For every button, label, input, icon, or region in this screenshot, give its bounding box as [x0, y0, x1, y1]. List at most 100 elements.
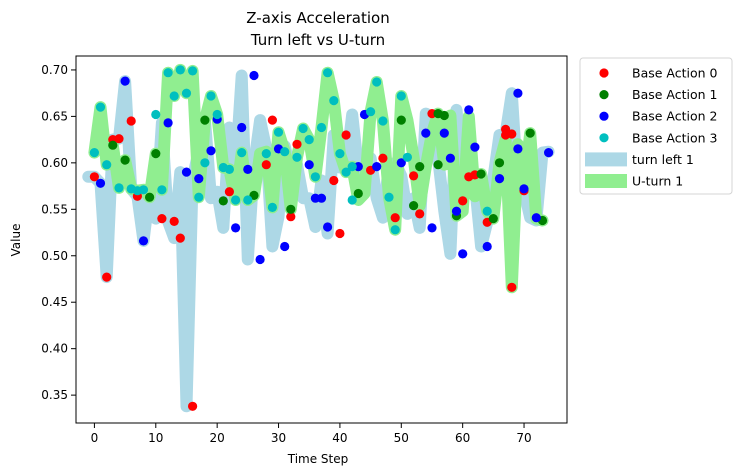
legend-marker-3 — [599, 133, 609, 143]
point-action0-20 — [390, 213, 400, 223]
point-action0-9 — [188, 401, 198, 411]
point-action1-10 — [409, 201, 419, 211]
point-action3-37 — [347, 195, 357, 205]
point-action2-35 — [519, 184, 529, 194]
x-tick-label-0: 0 — [91, 431, 99, 445]
legend-label-1: Base Action 1 — [632, 87, 718, 102]
x-tick-label-60: 60 — [455, 431, 470, 445]
point-action2-31 — [482, 241, 492, 252]
point-action1-8 — [353, 188, 363, 199]
point-action1-9 — [396, 115, 406, 125]
point-action3-6 — [138, 185, 149, 195]
point-action2-28 — [458, 249, 468, 259]
point-action2-23 — [421, 128, 431, 138]
legend: Base Action 0 Base Action 1 Base Action 2 B… — [579, 57, 733, 195]
legend-marker-0 — [599, 68, 609, 78]
legend-swatch-4 — [585, 152, 627, 167]
point-action3-42 — [390, 225, 400, 235]
point-action2-5 — [194, 174, 204, 184]
point-action3-11 — [175, 65, 185, 75]
point-action3-36 — [347, 162, 357, 172]
point-action2-17 — [316, 193, 327, 203]
y-tick-label-0: 0.35 — [41, 388, 68, 402]
legend-swatch-5 — [585, 174, 627, 188]
point-action3-26 — [280, 147, 290, 157]
point-action3-34 — [335, 149, 345, 159]
point-action1-19 — [525, 128, 535, 138]
point-action3-8 — [157, 185, 167, 195]
point-action0-0 — [89, 172, 99, 182]
point-action0-13 — [286, 212, 296, 222]
point-action2-4 — [181, 167, 192, 177]
point-action3-39 — [372, 77, 382, 87]
point-action1-0 — [108, 140, 118, 150]
legend-label-3: Base Action 3 — [632, 130, 718, 145]
y-axis: 0.35 0.40 0.45 0.50 0.55 0.60 0.65 0.70 — [41, 63, 76, 402]
point-action3-12 — [181, 88, 192, 98]
point-action0-7 — [169, 216, 179, 226]
point-action2-22 — [396, 158, 406, 168]
y-tick-label-4: 0.55 — [41, 202, 68, 216]
point-action3-41 — [384, 192, 394, 202]
x-axis: 0 10 20 30 40 50 60 70 — [91, 423, 532, 445]
point-action0-8 — [175, 233, 185, 243]
point-action0-3 — [114, 134, 124, 144]
point-action3-0 — [89, 148, 99, 158]
point-action2-36 — [531, 213, 541, 223]
point-action1-1 — [120, 155, 130, 165]
y-tick-label-5: 0.60 — [41, 156, 68, 170]
point-action3-2 — [102, 160, 112, 170]
y-tick-label-2: 0.45 — [41, 295, 68, 309]
point-action2-11 — [249, 70, 259, 81]
point-action0-1 — [102, 272, 112, 282]
x-tick-label-40: 40 — [332, 431, 347, 445]
point-action2-27 — [451, 206, 462, 216]
point-action0-14 — [292, 139, 302, 149]
point-action3-21 — [237, 148, 247, 158]
point-action3-7 — [151, 109, 161, 120]
point-action3-1 — [95, 102, 106, 112]
point-action1-18 — [494, 158, 505, 168]
legend-label-4: turn left 1 — [632, 152, 694, 167]
x-axis-label: Time Step — [287, 452, 349, 466]
point-action2-32 — [494, 174, 505, 184]
point-action3-40 — [378, 116, 388, 126]
y-tick-label-7: 0.70 — [41, 63, 68, 77]
legend-label-0: Base Action 0 — [632, 66, 718, 81]
point-action0-6 — [157, 214, 167, 224]
point-action2-15 — [304, 160, 314, 170]
point-action0-10 — [224, 187, 234, 197]
y-tick-label-1: 0.40 — [41, 342, 68, 356]
point-action0-21 — [409, 171, 419, 181]
point-action3-22 — [243, 195, 253, 205]
point-action3-33 — [329, 96, 339, 106]
x-tick-label-70: 70 — [516, 431, 531, 445]
point-action2-37 — [544, 148, 554, 158]
point-action3-19 — [224, 164, 234, 174]
point-action2-29 — [464, 105, 474, 115]
point-action2-12 — [255, 254, 265, 265]
legend-marker-2 — [599, 111, 609, 121]
point-action3-31 — [316, 122, 327, 133]
point-action2-34 — [513, 144, 523, 154]
point-action2-1 — [120, 76, 130, 86]
point-action3-15 — [200, 158, 210, 168]
point-action0-30 — [507, 129, 517, 139]
legend-marker-1 — [599, 90, 609, 100]
point-action2-30 — [470, 142, 480, 152]
y-tick-label-3: 0.50 — [41, 249, 68, 263]
point-action3-24 — [267, 202, 277, 212]
point-action0-19 — [378, 153, 388, 163]
point-action0-22 — [415, 209, 425, 219]
scatter-points — [89, 65, 554, 411]
point-action0-24 — [458, 196, 468, 206]
point-action3-20 — [231, 195, 241, 205]
point-action2-26 — [445, 153, 455, 163]
x-tick-label-10: 10 — [148, 431, 163, 445]
y-tick-label-6: 0.65 — [41, 109, 68, 123]
point-action3-29 — [304, 135, 314, 145]
point-action3-44 — [402, 152, 412, 162]
point-action1-2 — [145, 192, 155, 202]
point-action1-4 — [200, 115, 210, 125]
point-action1-3 — [151, 149, 161, 159]
